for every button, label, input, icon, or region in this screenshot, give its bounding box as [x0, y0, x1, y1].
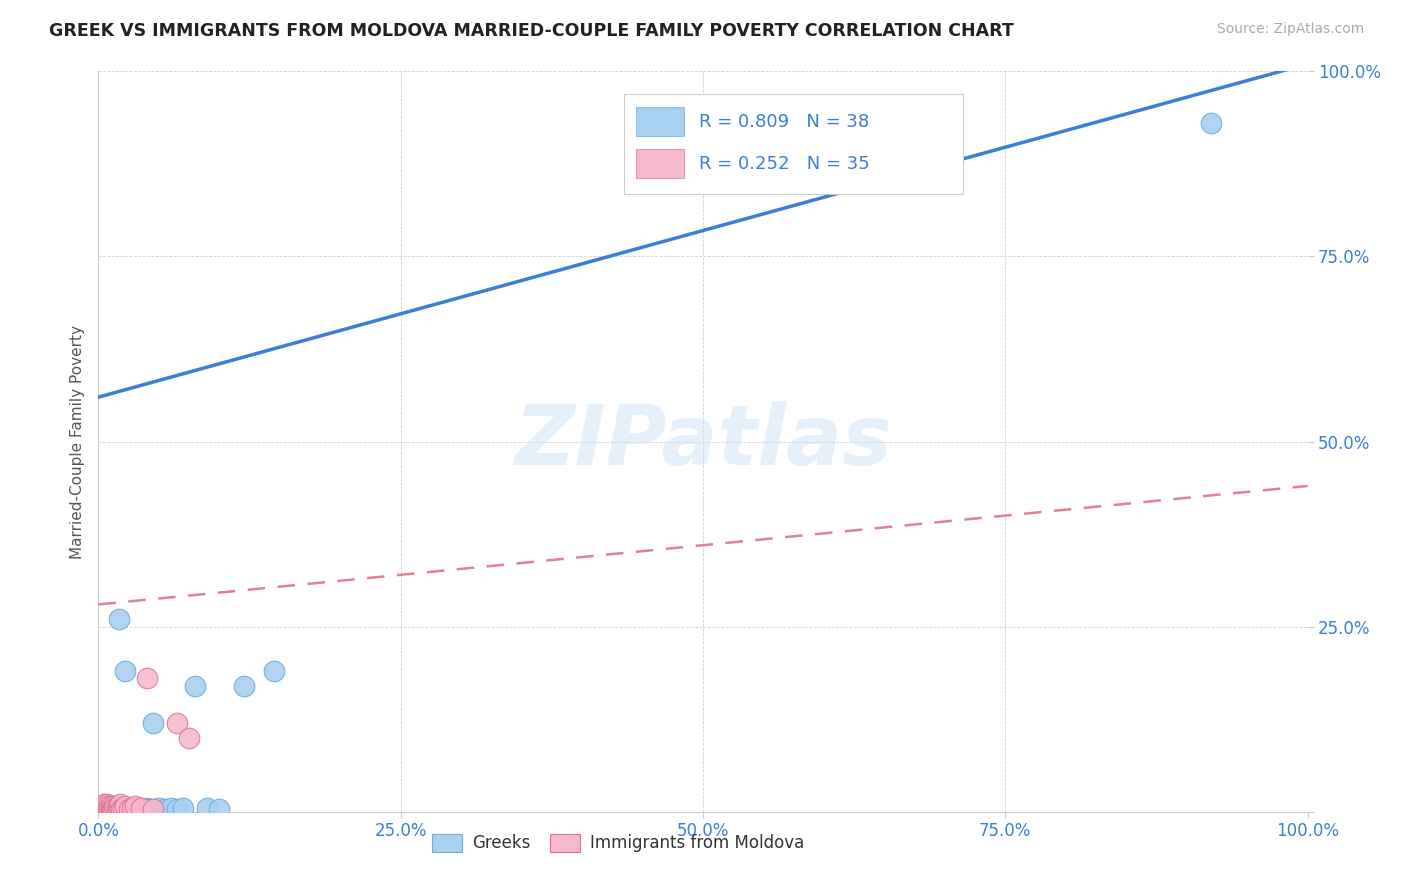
Point	[184, 679, 207, 693]
Point	[98, 801, 121, 815]
FancyBboxPatch shape	[624, 94, 963, 194]
Point	[104, 801, 127, 815]
Text: R = 0.809   N = 38: R = 0.809 N = 38	[699, 112, 870, 131]
Point	[135, 672, 157, 686]
Point	[120, 801, 142, 815]
Point	[132, 803, 155, 817]
Point	[100, 801, 122, 815]
Point	[94, 803, 117, 817]
Point	[108, 801, 131, 815]
Point	[94, 803, 117, 817]
Point	[103, 803, 125, 817]
Point	[127, 801, 149, 815]
Point	[232, 679, 254, 693]
Point	[103, 798, 125, 813]
Point	[142, 715, 165, 730]
Point	[98, 803, 121, 817]
Point	[179, 731, 201, 745]
Point	[93, 797, 115, 812]
Point	[1199, 116, 1222, 130]
Point	[110, 803, 132, 817]
Point	[96, 801, 118, 815]
Text: ZIPatlas: ZIPatlas	[515, 401, 891, 482]
Point	[97, 803, 120, 817]
Point	[263, 664, 285, 678]
Point	[172, 801, 194, 815]
Point	[96, 801, 118, 815]
Point	[111, 801, 134, 815]
Point	[142, 803, 165, 817]
Point	[129, 801, 152, 815]
Point	[93, 801, 115, 815]
Point	[195, 801, 218, 815]
Point	[100, 803, 122, 817]
Point	[91, 801, 114, 815]
Point	[101, 803, 124, 817]
Point	[138, 803, 160, 817]
Point	[115, 801, 138, 815]
Point	[105, 801, 128, 815]
Point	[91, 798, 114, 813]
FancyBboxPatch shape	[637, 107, 683, 136]
Point	[91, 798, 114, 813]
Point	[114, 798, 136, 813]
Point	[94, 798, 117, 813]
Text: GREEK VS IMMIGRANTS FROM MOLDOVA MARRIED-COUPLE FAMILY POVERTY CORRELATION CHART: GREEK VS IMMIGRANTS FROM MOLDOVA MARRIED…	[49, 22, 1014, 40]
Point	[108, 612, 131, 626]
FancyBboxPatch shape	[637, 150, 683, 178]
Point	[166, 715, 188, 730]
Point	[153, 803, 176, 817]
Point	[101, 801, 124, 815]
Point	[124, 798, 146, 813]
Point	[97, 801, 120, 815]
Point	[129, 801, 152, 815]
Point	[121, 801, 143, 815]
Point	[100, 798, 122, 813]
Point	[105, 803, 128, 817]
Point	[107, 803, 129, 817]
Point	[100, 803, 122, 817]
Text: R = 0.252   N = 35: R = 0.252 N = 35	[699, 155, 870, 173]
Point	[111, 801, 134, 815]
Point	[96, 797, 118, 812]
Point	[107, 798, 129, 813]
Point	[135, 801, 157, 815]
Point	[118, 803, 141, 817]
Point	[93, 801, 115, 815]
Point	[100, 801, 122, 815]
Point	[90, 803, 112, 817]
Point	[208, 803, 231, 817]
Point	[108, 801, 131, 815]
Point	[114, 664, 136, 678]
Point	[97, 798, 120, 813]
Point	[160, 801, 183, 815]
Text: Source: ZipAtlas.com: Source: ZipAtlas.com	[1216, 22, 1364, 37]
Point	[148, 801, 170, 815]
Point	[91, 803, 114, 817]
Legend: Greeks, Immigrants from Moldova: Greeks, Immigrants from Moldova	[426, 827, 811, 859]
Point	[124, 803, 146, 817]
Point	[91, 801, 114, 815]
Y-axis label: Married-Couple Family Poverty: Married-Couple Family Poverty	[69, 325, 84, 558]
Point	[118, 803, 141, 817]
Point	[108, 797, 131, 812]
Point	[145, 803, 167, 817]
Point	[166, 803, 188, 817]
